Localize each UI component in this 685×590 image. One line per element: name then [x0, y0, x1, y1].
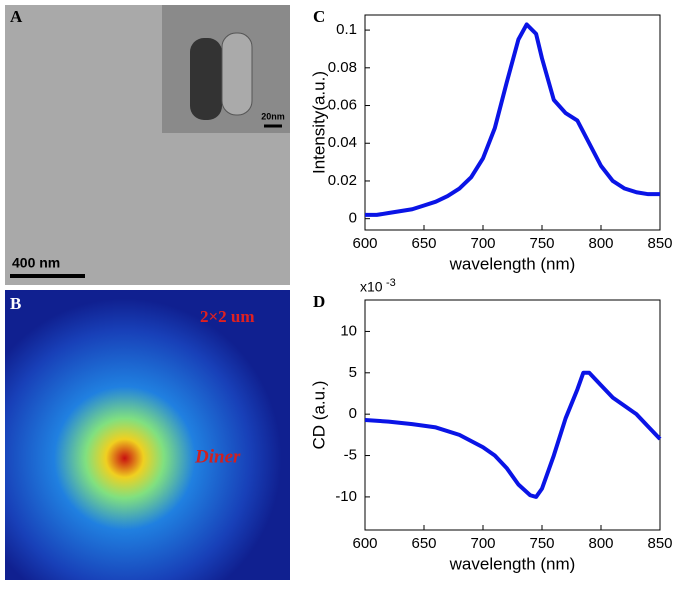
x-tick-label: 650	[411, 235, 436, 252]
x-tick-label: 750	[529, 535, 554, 552]
x-tick-label: 750	[529, 235, 554, 252]
x-tick-label: 800	[588, 235, 613, 252]
panel-label: C	[313, 7, 325, 26]
x-tick-label: 800	[588, 535, 613, 552]
panel-label: B	[10, 294, 21, 313]
x-tick-label: 700	[470, 235, 495, 252]
y-tick-label: 0.04	[328, 134, 357, 151]
size-label: 2×2 um	[200, 307, 255, 326]
y-tick-label: 0.02	[328, 172, 357, 189]
inset-scale-label: 20nm	[261, 111, 285, 121]
y-tick-label: -5	[344, 447, 357, 464]
x-tick-label: 600	[352, 535, 377, 552]
nanorod	[190, 38, 222, 120]
heatmap-image	[5, 290, 290, 580]
plot-frame	[364, 299, 661, 531]
spectrum-line	[365, 22, 660, 217]
y-tick-label: 0	[349, 405, 357, 422]
x-tick-label: 650	[411, 535, 436, 552]
scale-label: 400 nm	[12, 255, 60, 271]
y-tick-label: 0.1	[336, 21, 357, 38]
x-tick-label: 700	[470, 535, 495, 552]
y-tick-label: 0	[349, 210, 357, 227]
y-axis-label: Intensity(a.u.)	[309, 71, 328, 174]
x-axis-label: wavelength (nm)	[449, 254, 576, 273]
x-tick-label: 850	[647, 235, 672, 252]
y-axis-label: CD (a.u.)	[309, 381, 328, 450]
y-tick-label: 0.06	[328, 96, 357, 113]
y-tick-label: -10	[335, 488, 357, 505]
multiplier: x10	[360, 279, 383, 295]
multiplier-exponent: -3	[386, 277, 396, 289]
x-tick-label: 850	[647, 535, 672, 552]
plot-frame	[364, 14, 661, 231]
x-axis-label: wavelength (nm)	[449, 554, 576, 573]
nanorod	[221, 32, 253, 116]
y-tick-label: 5	[349, 364, 357, 381]
x-tick-label: 600	[352, 235, 377, 252]
spectrum-line	[364, 370, 662, 499]
diner-label: Diner	[194, 446, 241, 467]
panel-label: A	[10, 7, 23, 26]
panel-label: D	[313, 292, 325, 311]
y-tick-label: 10	[340, 322, 357, 339]
y-tick-label: 0.08	[328, 59, 357, 76]
